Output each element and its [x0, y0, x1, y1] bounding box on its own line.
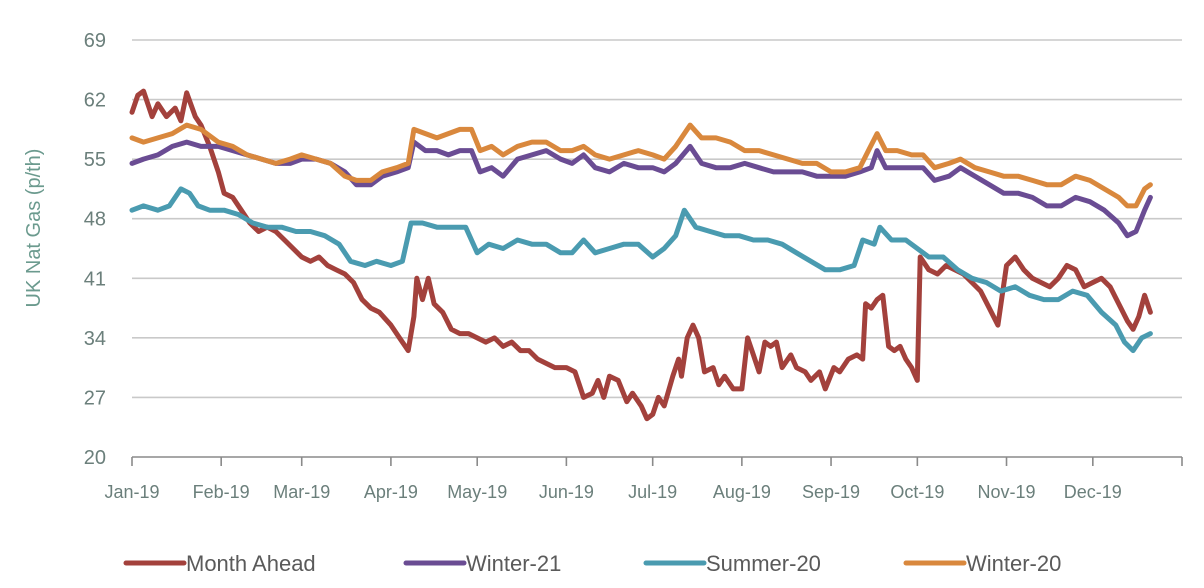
y-tick-label: 69 — [84, 30, 106, 52]
x-tick-label: Jan-19 — [104, 482, 159, 502]
x-tick-label: Mar-19 — [273, 482, 330, 502]
legend-label-summer-20: Summer-20 — [706, 551, 821, 576]
y-axis-label: UK Nat Gas (p/th) — [23, 149, 45, 308]
plot-area — [129, 88, 1153, 422]
legend-label-winter-21: Winter-21 — [466, 551, 561, 576]
x-tick-label: Apr-19 — [364, 482, 418, 502]
series-line-month-ahead — [129, 88, 1153, 422]
y-axis-ticks: 20 27 34 41 48 55 62 69 — [84, 30, 106, 469]
x-tick-label: Feb-19 — [193, 482, 250, 502]
x-tick-label: Nov-19 — [978, 482, 1036, 502]
y-tick-label: 55 — [84, 149, 106, 171]
gridlines — [132, 39, 1182, 399]
y-tick-label: 34 — [84, 328, 106, 350]
x-tick-label: Jun-19 — [539, 482, 594, 502]
series-line-summer-20 — [129, 186, 1153, 354]
x-tick-label: Oct-19 — [890, 482, 944, 502]
series-line-winter-21 — [129, 139, 1153, 239]
x-tick-label: Jul-19 — [628, 482, 677, 502]
x-tick-label: Aug-19 — [713, 482, 771, 502]
legend: Month Ahead Winter-21 Summer-20 Winter-20 — [123, 551, 1061, 576]
x-axis-ticks: Jan-19 Feb-19 Mar-19 Apr-19 May-19 Jun-19 Jul-… — [104, 457, 1183, 502]
x-tick-label: Dec-19 — [1064, 482, 1122, 502]
legend-label-winter-20: Winter-20 — [966, 551, 1061, 576]
y-tick-label: 41 — [84, 268, 106, 290]
y-tick-label: 27 — [84, 387, 106, 409]
x-tick-label: Sep-19 — [802, 482, 860, 502]
legend-label-month-ahead: Month Ahead — [186, 551, 316, 576]
series-line-winter-20 — [129, 122, 1153, 209]
y-tick-label: 48 — [84, 209, 106, 231]
x-tick-label: May-19 — [447, 482, 507, 502]
y-tick-label: 62 — [84, 90, 106, 112]
y-tick-label: 20 — [84, 447, 106, 469]
